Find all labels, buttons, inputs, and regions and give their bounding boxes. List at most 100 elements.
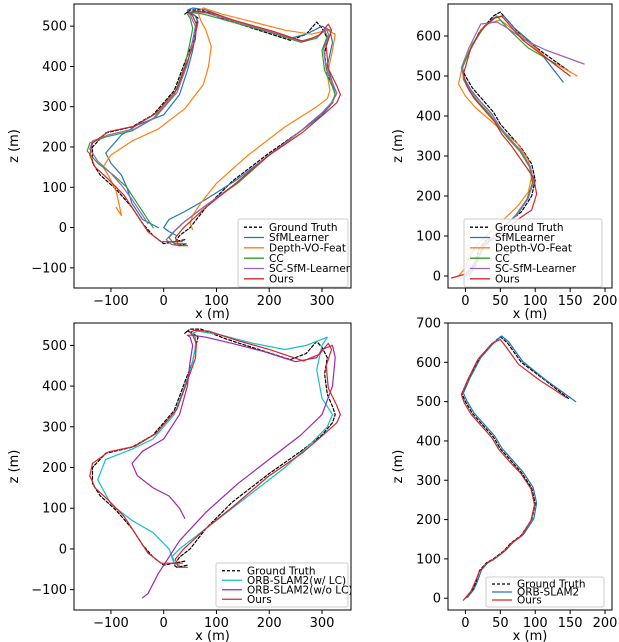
- series-line-orb-slam2: [462, 335, 577, 599]
- y-tick-label: 100: [416, 230, 441, 245]
- y-tick-label: 200: [416, 190, 441, 205]
- plot-frame: [73, 3, 352, 289]
- legend-label: Ours: [247, 594, 272, 606]
- series-line-orb-slam2-w-o-lc: [131, 334, 336, 599]
- series-group: [86, 7, 341, 247]
- y-tick-label: 0: [433, 592, 441, 607]
- legend-label: Ground Truth: [247, 565, 316, 577]
- y-tick-label: 500: [416, 70, 441, 85]
- legend-label: CC: [495, 253, 510, 265]
- legend-label: Ground Truth: [495, 222, 564, 234]
- legend-box: [215, 562, 349, 608]
- y-tick-label: 500: [42, 20, 67, 35]
- y-tick-label: 400: [42, 380, 67, 395]
- legend-label: SC-SfM-Learner: [495, 263, 577, 275]
- legend-label: Ground Truth: [517, 579, 586, 591]
- y-tick-label: 200: [42, 141, 67, 156]
- y-tick-label: 200: [42, 461, 67, 476]
- chart-panel-1: −100 0 100 200 300 −100 0 100 200 300 400 500 x (m) z…: [7, 3, 352, 322]
- y-axis-label: z (m): [7, 450, 22, 484]
- legend-label: ORB-SLAM2(w/ LC): [247, 575, 346, 587]
- y-tick-label: 400: [42, 60, 67, 75]
- x-tick-label: 200: [593, 616, 618, 631]
- legend-label: Depth-VO-Feat: [269, 242, 346, 254]
- x-tick-label: 100: [204, 294, 229, 309]
- y-axis-label: z (m): [7, 129, 22, 163]
- legend-label: Ours: [269, 273, 294, 285]
- legend-label: Depth-VO-Feat: [495, 242, 572, 254]
- x-tick-label: 0: [461, 616, 469, 631]
- x-tick-label: 0: [160, 616, 168, 631]
- legend-box: [463, 218, 603, 288]
- legend-label: SC-SfM-Learner: [269, 263, 351, 275]
- y-tick-label: 600: [416, 30, 441, 45]
- y-tick-label: 100: [416, 552, 441, 567]
- y-axis-label: z (m): [391, 450, 406, 484]
- x-tick-label: 300: [310, 616, 335, 631]
- legend-label: CC: [269, 253, 284, 265]
- legend-label: SfMLearner: [269, 232, 329, 244]
- x-tick-label: −100: [93, 616, 129, 631]
- series-line-ground-truth: [461, 336, 571, 599]
- plot-frame: [447, 322, 613, 611]
- x-tick-label: 150: [558, 616, 583, 631]
- legend-box: [237, 218, 349, 288]
- series-line-depth-vo-feat: [102, 7, 336, 231]
- x-tick-label: 200: [257, 616, 282, 631]
- y-tick-label: 300: [42, 420, 67, 435]
- x-tick-label: 200: [593, 294, 618, 309]
- series-line-ground-truth: [91, 328, 336, 568]
- y-tick-label: 200: [416, 513, 441, 528]
- y-tick-label: 0: [433, 270, 441, 285]
- legend: Ground TruthSfMLearnerDepth-VO-FeatCCSC-…: [237, 218, 351, 288]
- x-tick-label: 0: [461, 294, 469, 309]
- y-tick-label: 400: [416, 434, 441, 449]
- y-tick-label: 300: [416, 474, 441, 489]
- x-tick-label: 50: [492, 616, 509, 631]
- x-axis-label: x (m): [195, 629, 230, 642]
- series-line-ours: [89, 329, 341, 568]
- y-tick-label: 0: [59, 542, 67, 557]
- legend: Ground TruthSfMLearnerDepth-VO-FeatCCSC-…: [463, 218, 603, 288]
- x-axis-label: x (m): [513, 307, 548, 322]
- x-tick-label: −100: [93, 294, 129, 309]
- legend-label: Ours: [517, 595, 542, 607]
- plot-frame: [447, 3, 613, 289]
- y-tick-label: 100: [42, 181, 67, 196]
- x-tick-label: 150: [558, 294, 583, 309]
- chart-panel-3: −100 0 100 200 300 −100 0 100 200 300 400 500 x (m) z…: [7, 322, 353, 642]
- legend-label: ORB-SLAM2: [517, 587, 579, 599]
- x-tick-label: 100: [523, 294, 548, 309]
- legend-box: [485, 576, 605, 608]
- chart-panel-2: 0 50 100 150 200 0 100 200 300 400 500 600 x (m) z (m…: [391, 3, 618, 322]
- y-axis-label: z (m): [391, 129, 406, 163]
- y-tick-label: 700: [416, 317, 441, 332]
- series-line-ours: [89, 10, 341, 247]
- series-line-ours: [460, 338, 568, 601]
- x-tick-label: 50: [492, 294, 509, 309]
- series-line-orb-slam2-w-lc: [97, 330, 334, 566]
- legend-label: ORB-SLAM2(w/o LC): [247, 584, 353, 596]
- y-tick-label: 0: [59, 221, 67, 236]
- y-tick-label: 400: [416, 110, 441, 125]
- legend-label: Ours: [495, 273, 520, 285]
- legend-label: SfMLearner: [495, 232, 555, 244]
- x-tick-label: 200: [257, 294, 282, 309]
- legend-label: Ground Truth: [269, 222, 338, 234]
- y-tick-label: 500: [42, 339, 67, 354]
- x-axis-label: x (m): [195, 307, 230, 322]
- chart-panel-4: 0 50 100 150 200 0 100 200 300 400 500 600 700 x (m) z…: [391, 317, 617, 642]
- y-tick-label: −100: [31, 261, 67, 276]
- x-tick-label: 100: [523, 616, 548, 631]
- series-group: [89, 328, 341, 599]
- y-tick-label: 600: [416, 356, 441, 371]
- x-tick-label: 300: [310, 294, 335, 309]
- plot-frame: [73, 322, 352, 611]
- y-tick-label: 500: [416, 395, 441, 410]
- y-tick-label: 300: [416, 150, 441, 165]
- y-tick-label: 100: [42, 502, 67, 517]
- y-tick-label: 300: [42, 100, 67, 115]
